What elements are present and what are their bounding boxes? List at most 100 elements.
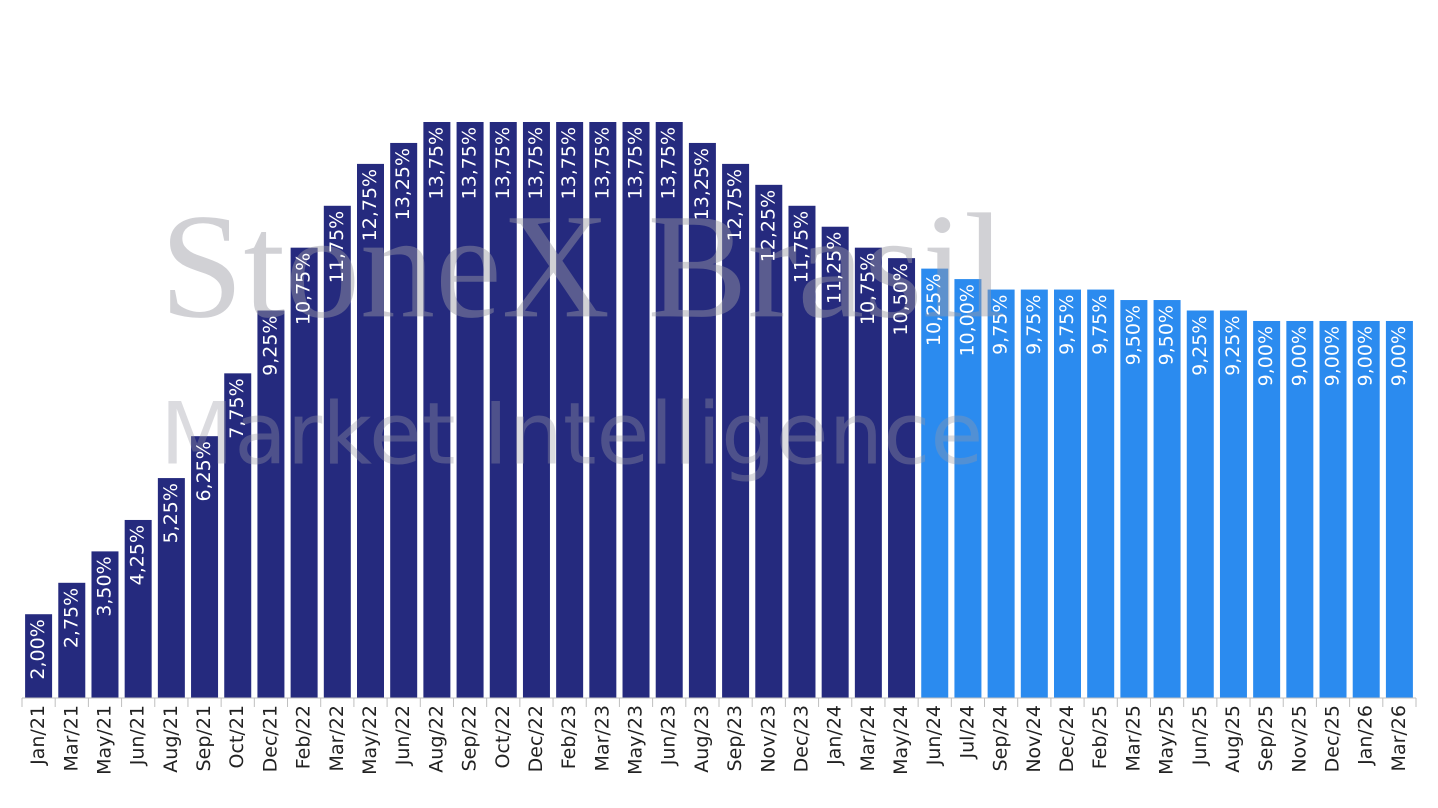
x-tick-label: Mar/21 [60,705,82,771]
x-tick-label: Nov/25 [1288,705,1310,773]
value-label: 9,00% [1388,326,1410,386]
x-tick-label: Feb/23 [558,705,580,769]
bar [987,289,1015,698]
bar [1020,289,1048,698]
value-label: 11,75% [790,211,812,283]
bar [489,122,517,698]
bar [921,268,949,698]
x-tick-label: Aug/21 [160,705,182,773]
x-tick-label: Sep/22 [459,705,481,771]
value-label: 13,75% [459,127,481,199]
bar [357,163,384,698]
x-tick-label: Jul/24 [956,705,978,760]
x-tick-label: Mar/25 [1122,705,1144,771]
value-label: 6,25% [193,441,215,501]
value-label: 10,25% [923,274,945,346]
value-label: 10,75% [293,253,315,325]
x-tick-label: Aug/23 [691,705,713,773]
bar [323,205,351,699]
x-tick-label: Mar/24 [857,705,879,771]
value-label: 13,75% [625,127,647,199]
x-tick-label: Dec/25 [1322,705,1344,772]
x-tick-label: Oct/21 [226,705,248,768]
value-label: 9,00% [1255,326,1277,386]
bar [556,122,584,698]
value-label: 9,00% [1355,326,1377,386]
bar [1120,300,1148,698]
bar [224,373,252,698]
value-label: 10,75% [857,253,879,325]
bar [854,247,882,698]
bar [589,122,617,698]
x-tick-label: May/24 [890,705,912,775]
bar [1253,320,1281,698]
bar [257,310,285,698]
bar [821,226,849,698]
value-label: 13,25% [392,148,414,220]
bar [25,614,53,698]
bar [1352,320,1380,698]
bar [688,142,716,699]
value-label: 5,25% [160,483,182,543]
bar [191,436,219,698]
x-tick-label: Mar/23 [591,705,613,771]
value-label: 12,75% [359,169,381,241]
x-tick-label: Sep/25 [1255,705,1277,771]
bar [290,247,318,698]
x-tick-label: Jan/24 [824,705,846,766]
value-label: 11,75% [326,211,348,283]
value-label: 9,25% [259,316,281,376]
bar [888,258,916,698]
value-label: 9,75% [1023,295,1045,355]
bar [1054,289,1081,698]
value-label: 13,75% [492,127,514,199]
value-label: 13,75% [425,127,447,199]
value-label: 10,50% [890,263,912,335]
value-label: 3,50% [93,556,115,616]
value-label: 9,25% [1189,316,1211,376]
x-tick-label: Jan/21 [27,705,49,766]
x-tick-label: Feb/22 [293,705,315,769]
value-label: 4,25% [127,525,149,585]
x-tick-label: Aug/25 [1222,705,1244,773]
bar [788,205,816,699]
bar [622,122,650,698]
x-tick-label: Dec/23 [790,705,812,772]
bar [456,122,484,698]
value-label: 13,25% [691,148,713,220]
x-tick-label: Sep/23 [724,705,746,771]
x-tick-label: Jun/25 [1189,705,1211,766]
x-tick-label: Nov/23 [757,705,779,773]
x-tick-label: Mar/26 [1388,705,1410,771]
watermark: Market Intelligence [160,384,983,484]
x-tick-label: Mar/22 [326,705,348,771]
x-tick-label: Dec/22 [525,705,547,772]
bar [1087,289,1115,698]
value-label: 7,75% [226,378,248,438]
bar [954,279,982,698]
value-label: 13,75% [525,127,547,199]
bar [91,551,119,698]
watermark: StoneX Brasil [160,183,1006,349]
x-tick-label: Sep/24 [990,705,1012,771]
value-label: 13,75% [591,127,613,199]
bar [1385,320,1413,698]
x-tick-label: Oct/22 [492,705,514,768]
value-label: 9,75% [1089,295,1111,355]
value-label: 9,75% [990,295,1012,355]
x-tick-label: Feb/25 [1089,705,1111,769]
x-tick-label: Dec/24 [1056,705,1078,772]
value-label: 9,50% [1156,305,1178,365]
bar [1286,320,1314,698]
bar [423,122,451,698]
x-tick-label: May/21 [93,705,115,775]
x-tick-label: Jun/23 [658,705,680,766]
value-label: 12,25% [757,190,779,262]
bar [1153,300,1181,698]
x-tick-label: Nov/24 [1023,705,1045,773]
value-label: 9,00% [1322,326,1344,386]
bar [1319,320,1347,698]
bar [722,163,750,698]
